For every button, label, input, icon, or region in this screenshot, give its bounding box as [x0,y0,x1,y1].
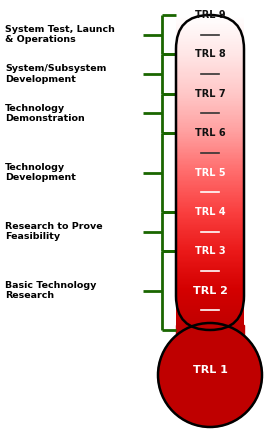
Text: Technology
Demonstration: Technology Demonstration [5,104,85,123]
Text: TRL 9: TRL 9 [195,10,225,20]
Text: TRL 2: TRL 2 [193,286,227,296]
Circle shape [158,323,262,427]
Text: TRL 1: TRL 1 [193,365,227,375]
Text: TRL 3: TRL 3 [195,246,225,256]
Text: TRL 8: TRL 8 [195,49,225,59]
Text: Basic Technology
Research: Basic Technology Research [5,281,96,300]
Bar [178,328,242,375]
Bar [176,325,244,375]
Text: System Test, Launch
& Operations: System Test, Launch & Operations [5,25,115,44]
Text: TRL 7: TRL 7 [195,89,225,99]
Text: TRL 5: TRL 5 [195,168,225,178]
Text: TRL 4: TRL 4 [195,207,225,217]
Text: Research to Prove
Feasibility: Research to Prove Feasibility [5,222,103,241]
Text: System/Subsystem
Development: System/Subsystem Development [5,64,106,84]
Text: Technology
Development: Technology Development [5,163,76,182]
Text: TRL 6: TRL 6 [195,128,225,138]
